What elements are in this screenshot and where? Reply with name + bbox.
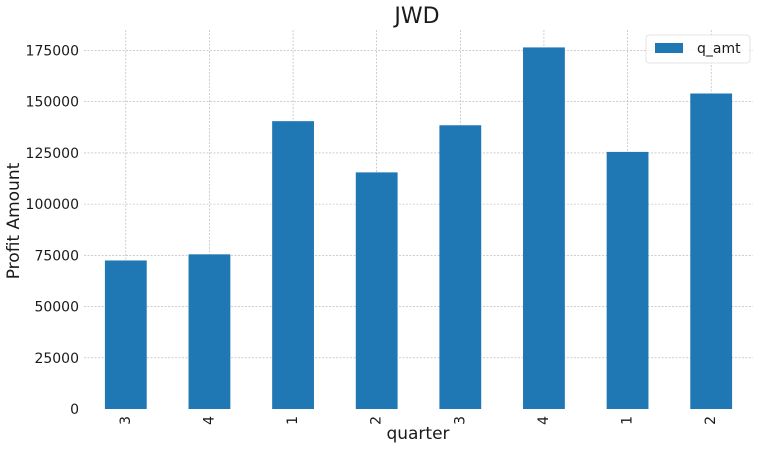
y-tick-label: 50000 <box>34 300 79 316</box>
y-tick-label: 100000 <box>26 197 79 213</box>
y-tick-label: 0 <box>70 402 79 418</box>
bar <box>690 93 733 409</box>
x-tick-labels: 3 4 1 2 3 4 1 2 <box>118 416 719 425</box>
y-tick-label: 25000 <box>34 351 79 367</box>
y-axis-title: Profit Amount <box>4 162 24 279</box>
legend-label: q_amt <box>697 41 741 57</box>
bar <box>439 125 482 410</box>
x-axis-title: quarter <box>386 424 449 444</box>
x-tick-label: 3 <box>452 416 468 425</box>
grid <box>84 30 753 409</box>
y-tick-label: 75000 <box>34 248 79 264</box>
y-tick-label: 125000 <box>26 146 79 162</box>
bar <box>523 47 565 409</box>
legend-swatch <box>655 43 683 53</box>
legend-box <box>645 34 751 64</box>
x-tick-label: 2 <box>369 416 385 425</box>
y-tick-label: 150000 <box>26 95 79 111</box>
legend: q_amt <box>645 34 751 64</box>
bar <box>272 121 314 410</box>
x-tick-label: 2 <box>703 416 719 425</box>
x-tick-label: 3 <box>118 416 134 425</box>
x-tick-label: 1 <box>285 416 301 425</box>
bar <box>104 260 147 409</box>
bar <box>188 254 231 409</box>
chart-title: JWD <box>392 4 439 29</box>
x-tick-label: 4 <box>536 416 552 425</box>
bars <box>104 47 733 410</box>
bar <box>606 151 649 409</box>
x-tick-label: 4 <box>201 416 217 425</box>
x-tick-label: 1 <box>620 416 636 425</box>
y-tick-labels: 0 25000 50000 75000 100000 125000 150000 175000 <box>26 43 79 418</box>
y-tick-label: 175000 <box>26 43 79 59</box>
bar <box>355 172 398 409</box>
